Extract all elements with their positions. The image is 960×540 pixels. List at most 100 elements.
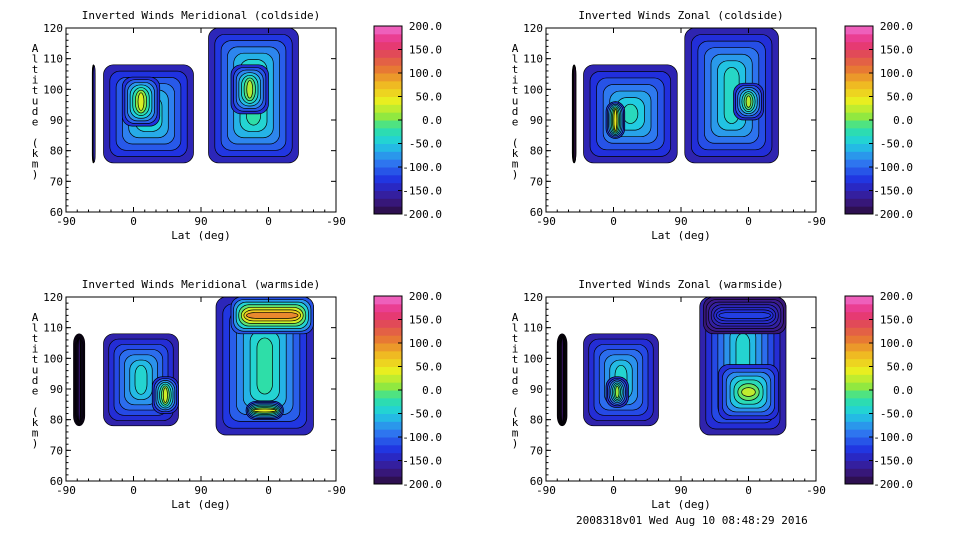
- colorbar-swatch: [845, 405, 873, 414]
- y-axis-label-char: t: [512, 84, 519, 97]
- y-axis-label-char: i: [32, 74, 39, 87]
- colorbar-swatch: [845, 112, 873, 121]
- colorbar-swatch: [374, 327, 402, 336]
- colorbar-swatch: [845, 460, 873, 469]
- y-axis-label-char: (: [32, 137, 39, 150]
- colorbar-swatch: [845, 452, 873, 461]
- colorbar-swatch: [374, 182, 402, 191]
- y-axis-label-char: d: [512, 105, 519, 118]
- colorbar-swatch: [374, 343, 402, 352]
- x-tick-label: 0: [130, 215, 137, 228]
- colorbar-swatch: [374, 104, 402, 113]
- colorbar-swatch: [845, 468, 873, 477]
- x-tick-label: -90: [536, 215, 556, 228]
- colorbar-swatch: [374, 303, 402, 313]
- contour-layer: [556, 297, 787, 436]
- colorbar-label: -50.0: [409, 138, 442, 151]
- y-axis-label-char: ): [32, 437, 39, 450]
- y-tick-label: 100: [523, 83, 543, 96]
- colorbar-swatch: [845, 476, 873, 485]
- colorbar-swatch: [374, 73, 402, 82]
- y-axis-label-char: i: [512, 343, 519, 356]
- y-tick-label: 70: [50, 444, 63, 457]
- colorbar-swatch: [374, 405, 402, 414]
- colorbar-swatch: [845, 335, 873, 344]
- y-axis-label-char: t: [32, 353, 39, 366]
- y-tick-label: 80: [530, 145, 543, 158]
- y-axis-label-char: l: [32, 53, 39, 66]
- x-tick-label: 0: [610, 484, 617, 497]
- x-tick-label: 0: [745, 215, 752, 228]
- contour-level: [134, 364, 148, 395]
- colorbar-label: 50.0: [887, 91, 914, 104]
- colorbar-swatch: [845, 104, 873, 113]
- y-tick-label: 60: [50, 206, 63, 219]
- colorbar-swatch: [374, 335, 402, 344]
- y-axis-label-char: e: [512, 116, 519, 129]
- y-axis-label-char: A: [32, 42, 39, 55]
- y-tick-label: 90: [50, 114, 63, 127]
- colorbar-label: -50.0: [880, 138, 913, 151]
- colorbar-swatch: [374, 437, 402, 446]
- contour-level: [92, 65, 96, 163]
- colorbar-swatch: [845, 127, 873, 137]
- x-tick-label: -90: [536, 484, 556, 497]
- colorbar-label: 200.0: [880, 290, 913, 303]
- colorbar-label: 100.0: [409, 67, 442, 80]
- y-tick-label: 80: [50, 414, 63, 427]
- y-tick-label: 80: [50, 145, 63, 158]
- colorbar-label: -150.0: [402, 455, 442, 468]
- y-tick-label: 60: [50, 475, 63, 488]
- colorbar-label: 50.0: [416, 361, 443, 374]
- colorbar-swatch: [845, 358, 873, 367]
- colorbar-swatch: [845, 303, 873, 313]
- y-axis-label-char: k: [512, 147, 519, 160]
- y-axis-label-char: ): [32, 168, 39, 181]
- colorbar-label: 0.0: [422, 384, 442, 397]
- colorbar-swatch: [374, 135, 402, 144]
- colorbar-swatch: [374, 198, 402, 207]
- colorbar-swatch: [845, 397, 873, 407]
- colorbar-swatch: [374, 41, 402, 50]
- colorbar-label: 150.0: [880, 314, 913, 327]
- colorbar-swatch: [374, 206, 402, 215]
- colorbar-label: -100.0: [402, 161, 442, 174]
- chart-title: Inverted Winds Meridional (coldside): [82, 9, 320, 22]
- y-axis-label-char: u: [32, 364, 39, 377]
- colorbar-swatch: [374, 49, 402, 58]
- colorbar-swatch: [845, 143, 873, 152]
- colorbar-swatch: [374, 374, 402, 383]
- colorbar-swatch: [845, 429, 873, 438]
- colorbar-swatch: [845, 26, 873, 35]
- y-axis-label-char: t: [512, 63, 519, 76]
- colorbar-swatch: [374, 112, 402, 121]
- colorbar-label: 100.0: [880, 337, 913, 350]
- y-tick-label: 100: [43, 83, 63, 96]
- colorbar-label: 0.0: [893, 114, 913, 127]
- colorbar-swatch: [845, 73, 873, 82]
- colorbar-label: -100.0: [402, 431, 442, 444]
- x-tick-label: -90: [326, 484, 346, 497]
- contour-level: [745, 95, 752, 108]
- contour-level: [622, 103, 639, 124]
- y-axis-label-char: t: [32, 332, 39, 345]
- contour-layer: [571, 28, 779, 164]
- contour-level: [718, 312, 771, 319]
- y-axis-label-char: (: [512, 137, 519, 150]
- y-axis-label-char: ): [512, 437, 519, 450]
- colorbar-label: -100.0: [873, 161, 913, 174]
- x-tick-label: -90: [806, 215, 826, 228]
- y-tick-label: 120: [43, 291, 63, 304]
- colorbar-label: 0.0: [893, 384, 913, 397]
- colorbar-swatch: [374, 311, 402, 320]
- colorbar-swatch: [845, 343, 873, 352]
- y-axis-label-char: (: [32, 406, 39, 419]
- contour-level: [246, 80, 254, 99]
- x-tick-label: 90: [674, 484, 687, 497]
- contour-level: [162, 387, 168, 403]
- colorbar-swatch: [374, 468, 402, 477]
